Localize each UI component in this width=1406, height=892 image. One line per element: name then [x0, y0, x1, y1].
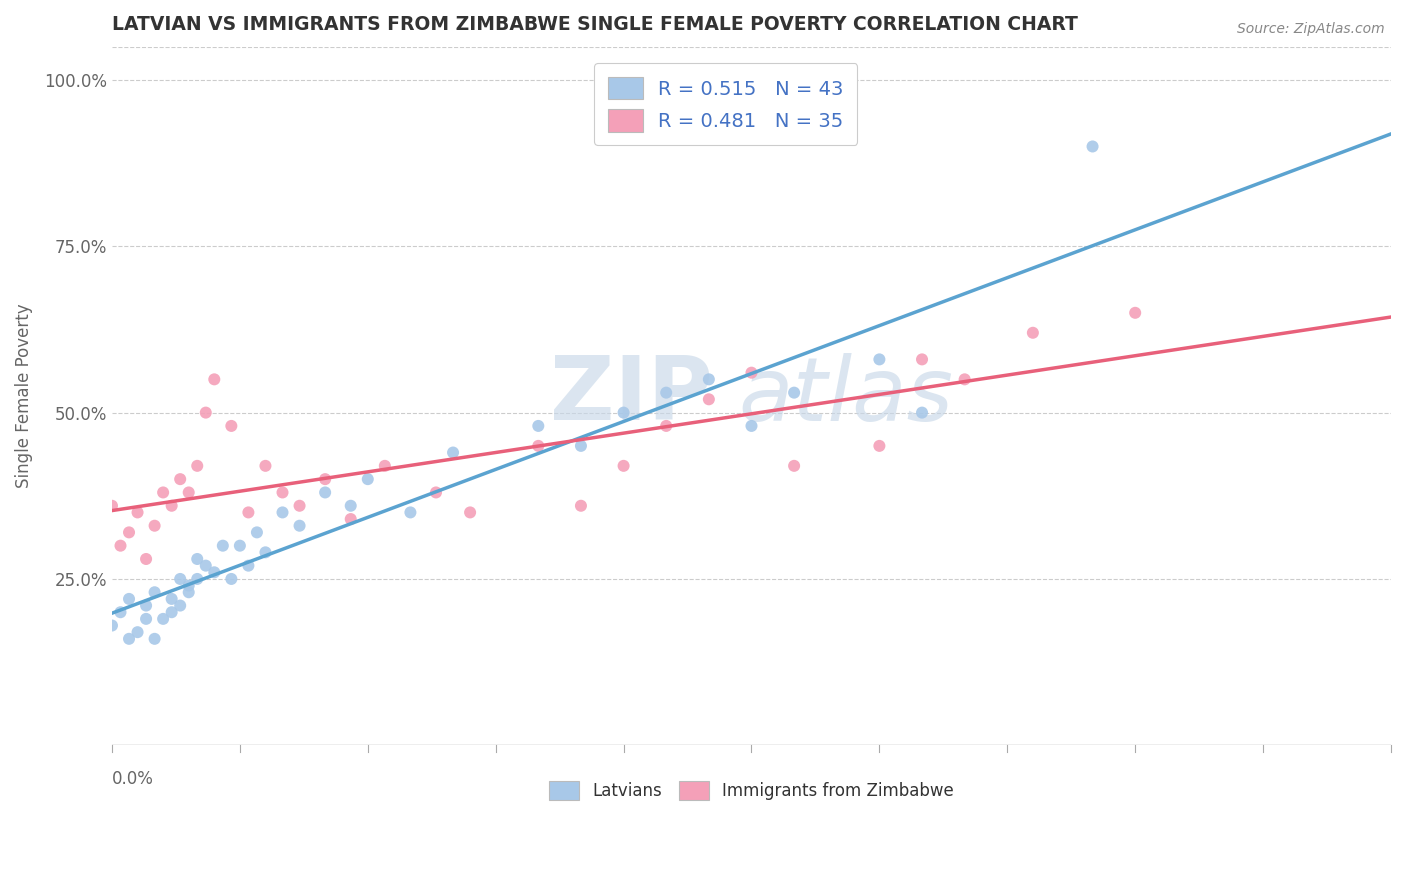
Point — [135, 552, 157, 566]
Point — [697, 372, 720, 386]
Point — [101, 499, 124, 513]
Point — [143, 632, 166, 646]
Point — [202, 372, 225, 386]
Point — [229, 539, 252, 553]
Point — [143, 518, 166, 533]
Point — [169, 572, 191, 586]
Point — [911, 352, 934, 367]
Point — [135, 612, 157, 626]
Point — [314, 485, 336, 500]
Point — [425, 485, 447, 500]
Point — [177, 579, 200, 593]
Point — [110, 605, 132, 619]
Point — [569, 439, 592, 453]
Point — [160, 591, 183, 606]
Point — [655, 385, 678, 400]
Point — [186, 572, 208, 586]
Point — [202, 566, 225, 580]
Point — [458, 505, 481, 519]
Point — [169, 472, 191, 486]
Text: Source: ZipAtlas.com: Source: ZipAtlas.com — [1237, 22, 1385, 37]
Y-axis label: Single Female Poverty: Single Female Poverty — [15, 303, 32, 488]
Text: LATVIAN VS IMMIGRANTS FROM ZIMBABWE SINGLE FEMALE POVERTY CORRELATION CHART: LATVIAN VS IMMIGRANTS FROM ZIMBABWE SING… — [112, 15, 1078, 34]
Point — [118, 632, 141, 646]
Point — [783, 385, 806, 400]
Point — [288, 499, 311, 513]
Point — [238, 558, 260, 573]
Point — [527, 439, 550, 453]
Point — [110, 539, 132, 553]
Point — [221, 418, 243, 433]
Point — [194, 406, 217, 420]
Point — [127, 625, 149, 640]
Point — [177, 485, 200, 500]
Point — [254, 545, 277, 559]
Legend: Latvians, Immigrants from Zimbabwe: Latvians, Immigrants from Zimbabwe — [543, 774, 960, 807]
Point — [177, 585, 200, 599]
Text: 0.0%: 0.0% — [112, 771, 153, 789]
Point — [288, 518, 311, 533]
Point — [1081, 139, 1104, 153]
Point — [160, 499, 183, 513]
Point — [169, 599, 191, 613]
Point — [613, 458, 636, 473]
Point — [339, 499, 361, 513]
Point — [118, 525, 141, 540]
Point — [143, 585, 166, 599]
Point — [868, 439, 890, 453]
Point — [186, 552, 208, 566]
Point — [127, 505, 149, 519]
Point — [399, 505, 422, 519]
Point — [1123, 306, 1146, 320]
Point — [221, 572, 243, 586]
Point — [868, 352, 890, 367]
Point — [271, 485, 294, 500]
Point — [1022, 326, 1045, 340]
Point — [211, 539, 233, 553]
Point — [152, 485, 174, 500]
Point — [101, 618, 124, 632]
Point — [783, 458, 806, 473]
Point — [357, 472, 380, 486]
Point — [953, 372, 976, 386]
Point — [194, 558, 217, 573]
Point — [254, 458, 277, 473]
Point — [152, 612, 174, 626]
Text: ZIP: ZIP — [550, 352, 713, 440]
Point — [314, 472, 336, 486]
Point — [527, 418, 550, 433]
Point — [613, 406, 636, 420]
Point — [160, 605, 183, 619]
Point — [911, 406, 934, 420]
Point — [441, 445, 464, 459]
Point — [697, 392, 720, 407]
Point — [374, 458, 396, 473]
Point — [186, 458, 208, 473]
Point — [655, 418, 678, 433]
Point — [238, 505, 260, 519]
Text: atlas: atlas — [738, 353, 953, 439]
Point — [271, 505, 294, 519]
Point — [135, 599, 157, 613]
Point — [118, 591, 141, 606]
Point — [339, 512, 361, 526]
Point — [569, 499, 592, 513]
Point — [740, 418, 762, 433]
Point — [246, 525, 269, 540]
Point — [740, 366, 762, 380]
